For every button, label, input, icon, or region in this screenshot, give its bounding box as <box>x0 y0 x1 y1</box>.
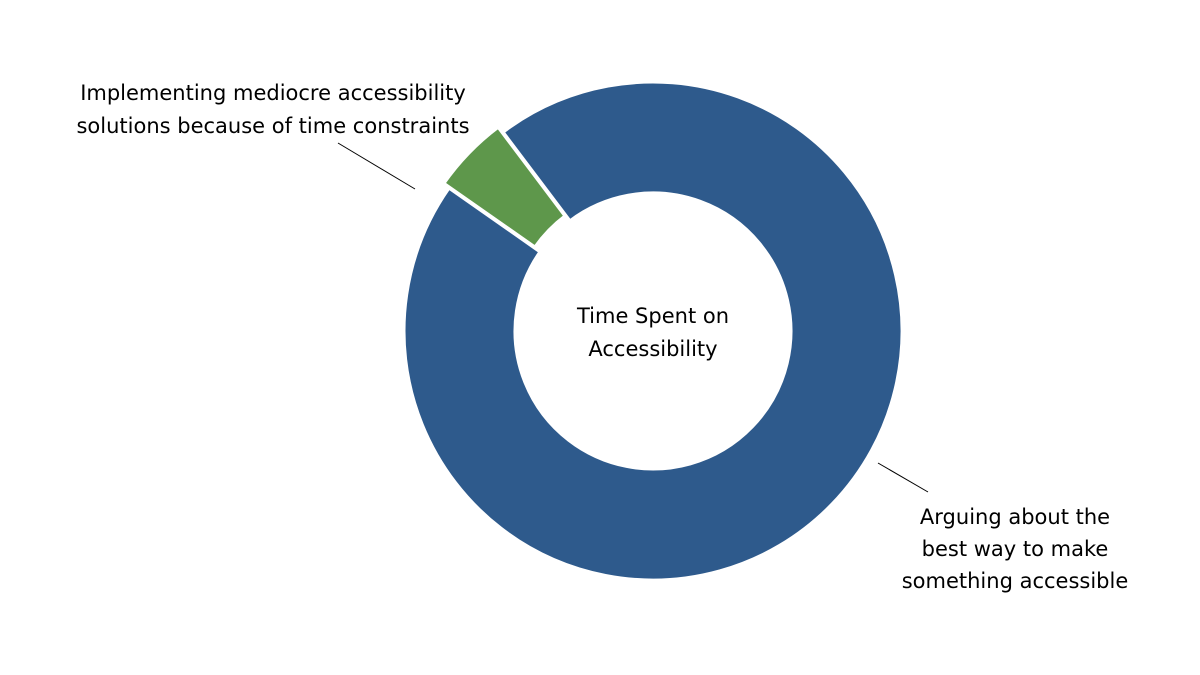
donut-slices <box>402 80 904 582</box>
slice-label-implementing-line-1: Implementing mediocre accessibility <box>80 81 466 105</box>
slice-label-implementing-line-2: solutions because of time constraints <box>76 114 469 138</box>
slice-label-arguing-line-1: Arguing about the <box>920 505 1110 529</box>
slice-implementing <box>441 125 568 250</box>
center-label-line-1: Time Spent on <box>576 304 729 328</box>
slice-label-implementing: Implementing mediocre accessibility solu… <box>76 81 470 190</box>
center-label-line-2: Accessibility <box>588 337 717 361</box>
center-label: Time Spent on Accessibility <box>576 304 729 361</box>
leader-line-arguing <box>877 462 929 493</box>
slice-label-arguing: Arguing about the best way to make somet… <box>877 462 1129 593</box>
slice-arguing <box>402 80 904 582</box>
slice-label-arguing-line-2: best way to make <box>922 537 1109 561</box>
slice-label-arguing-line-3: something accessible <box>902 569 1129 593</box>
leader-line-implementing <box>337 142 416 190</box>
